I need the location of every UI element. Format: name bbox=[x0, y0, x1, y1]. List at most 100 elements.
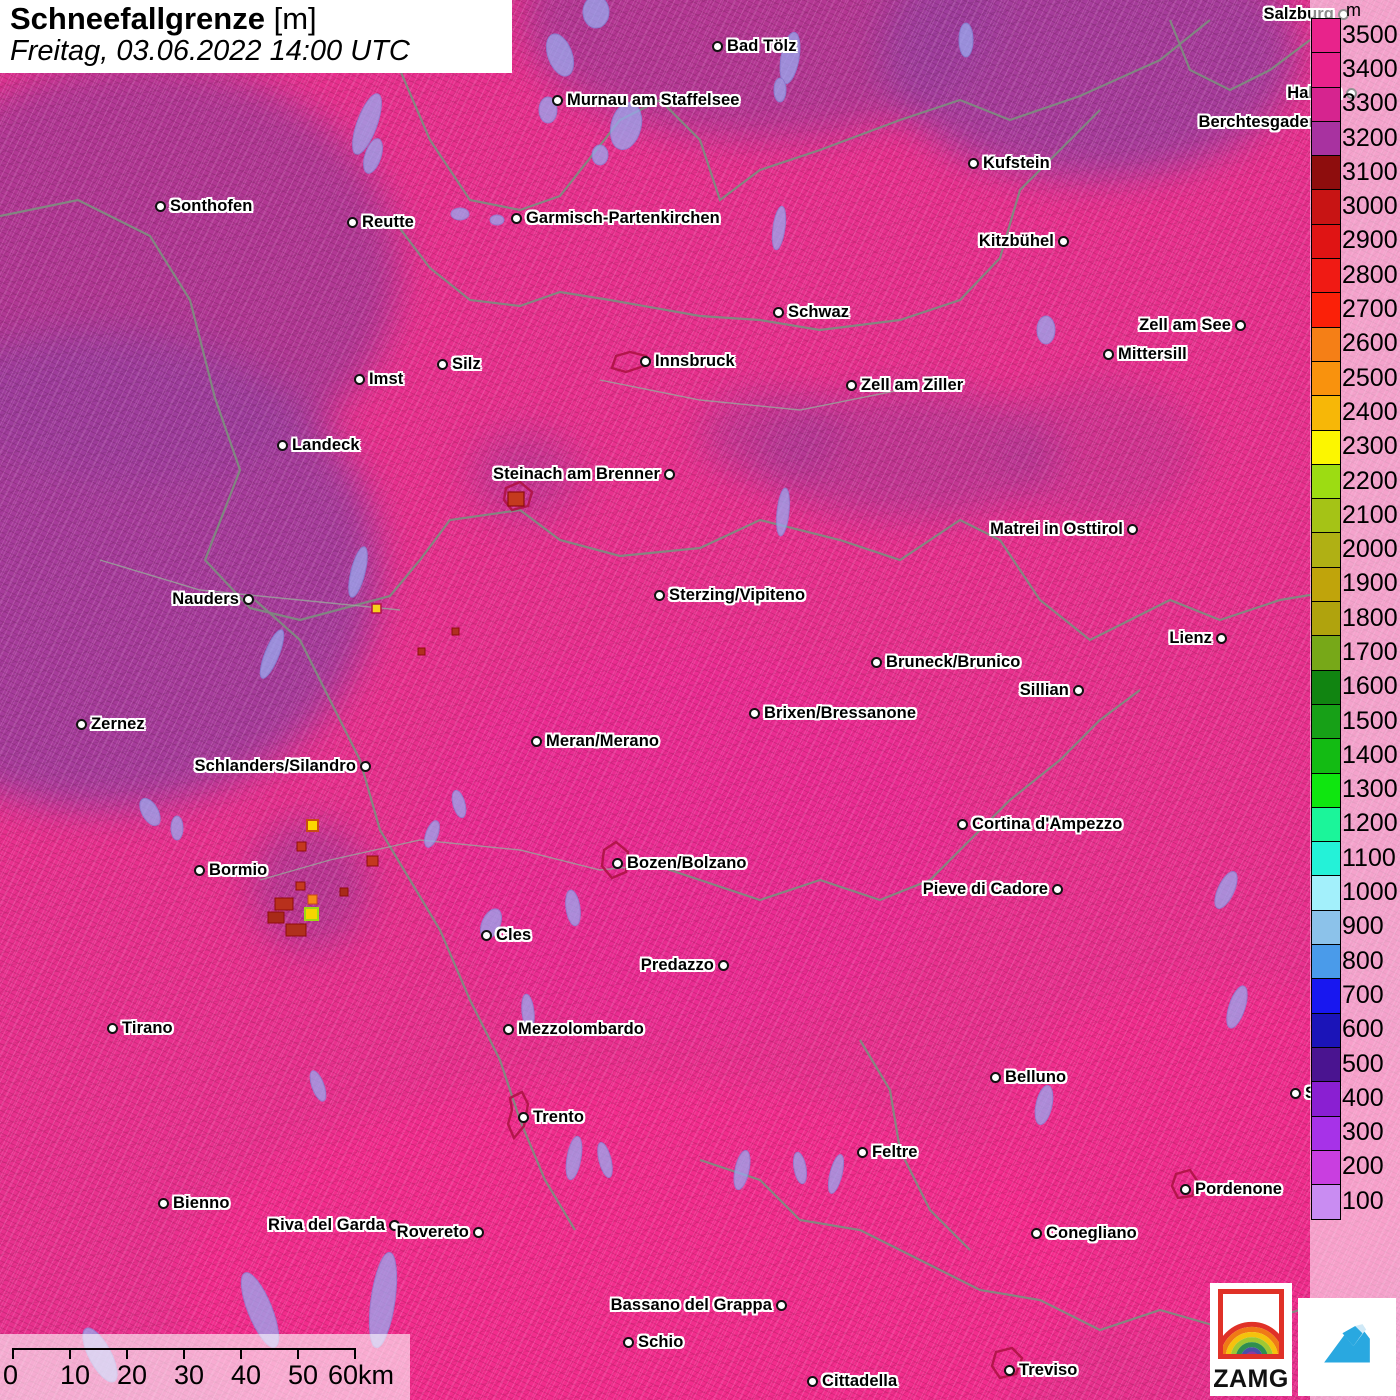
city-marker[interactable]: Innsbruck bbox=[640, 352, 735, 371]
city-label: Garmisch-Partenkirchen bbox=[526, 209, 720, 227]
city-marker[interactable]: Murnau am Staffelsee bbox=[552, 91, 740, 110]
city-dot-icon bbox=[1031, 1228, 1042, 1239]
city-marker[interactable]: Bormio bbox=[194, 861, 267, 880]
city-marker[interactable]: Silz bbox=[437, 355, 481, 374]
city-label: Pordenone bbox=[1195, 1180, 1283, 1198]
scalebar-tick bbox=[12, 1348, 14, 1359]
city-label: Rovereto bbox=[396, 1223, 469, 1241]
city-marker[interactable]: Reutte bbox=[347, 213, 414, 232]
city-marker[interactable]: Bozen/Bolzano bbox=[612, 854, 747, 873]
city-marker[interactable]: Zell am Ziller bbox=[846, 376, 963, 395]
city-marker[interactable]: Zernez bbox=[76, 715, 145, 734]
colorbar-tick-label: 700 bbox=[1342, 980, 1384, 1009]
city-dot-icon bbox=[107, 1023, 118, 1034]
colorbar-swatch bbox=[1312, 361, 1340, 397]
city-dot-icon bbox=[481, 930, 492, 941]
city-label: Feltre bbox=[872, 1143, 918, 1161]
value-region-hot-adige bbox=[420, 640, 960, 1040]
colorbar-swatch bbox=[1312, 876, 1340, 911]
city-marker[interactable]: Belluno bbox=[990, 1068, 1066, 1087]
colorbar-swatch bbox=[1312, 156, 1340, 191]
city-marker[interactable]: Riva del Garda bbox=[268, 1216, 400, 1235]
city-marker[interactable]: Cles bbox=[481, 926, 531, 945]
legend-panel: m 3500 3400 3300 3200 3100 3000 2900 2800 2700 26… bbox=[1310, 0, 1400, 1400]
colorbar-swatch bbox=[1312, 1013, 1340, 1048]
city-marker[interactable]: Treviso bbox=[1004, 1361, 1077, 1380]
city-marker[interactable]: Imst bbox=[354, 370, 403, 389]
colorbar-strip[interactable] bbox=[1311, 18, 1341, 1221]
city-marker[interactable]: Mezzolombardo bbox=[503, 1020, 644, 1039]
city-marker[interactable]: Pordenone bbox=[1180, 1180, 1282, 1199]
city-marker[interactable]: Zell am See bbox=[1139, 316, 1246, 335]
colorbar-tick-label: 1400 bbox=[1342, 740, 1398, 769]
city-dot-icon bbox=[243, 594, 254, 605]
city-label: Schio bbox=[638, 1333, 684, 1351]
city-marker[interactable]: Bassano del Grappa bbox=[611, 1296, 787, 1315]
city-marker[interactable]: Sonthofen bbox=[155, 197, 252, 216]
city-dot-icon bbox=[968, 158, 979, 169]
city-marker[interactable]: Matrei in Osttirol bbox=[990, 520, 1138, 539]
city-marker[interactable]: Cortina d'Ampezzo bbox=[957, 815, 1122, 834]
city-label: Bassano del Grappa bbox=[610, 1296, 772, 1314]
city-marker[interactable]: Sterzing/Vipiteno bbox=[654, 586, 805, 605]
city-marker[interactable]: Schlanders/Silandro bbox=[195, 757, 371, 776]
city-marker[interactable]: Sillian bbox=[1020, 681, 1084, 700]
city-marker[interactable]: Bienno bbox=[158, 1194, 230, 1213]
city-marker[interactable]: Conegliano bbox=[1031, 1224, 1137, 1243]
city-marker[interactable]: Kitzbühel bbox=[979, 232, 1069, 251]
colorbar-swatch bbox=[1312, 327, 1340, 362]
colorbar-tick-label: 3000 bbox=[1342, 192, 1398, 221]
city-marker[interactable]: Landeck bbox=[277, 436, 360, 455]
city-marker[interactable]: Steinach am Brenner bbox=[493, 465, 675, 484]
colorbar-swatch bbox=[1312, 1082, 1340, 1117]
colorbar-tick-label: 100 bbox=[1342, 1186, 1384, 1215]
colorbar-swatch bbox=[1312, 224, 1340, 260]
city-marker[interactable]: Schwaz bbox=[773, 303, 849, 322]
colorbar-tick-label: 3200 bbox=[1342, 123, 1398, 152]
city-marker[interactable]: Nauders bbox=[172, 590, 254, 609]
city-dot-icon bbox=[76, 719, 87, 730]
city-label: Tirano bbox=[122, 1019, 173, 1037]
city-marker[interactable]: Brixen/Bressanone bbox=[749, 704, 916, 723]
city-marker[interactable]: Garmisch-Partenkirchen bbox=[511, 209, 720, 228]
city-marker[interactable]: Rovereto bbox=[397, 1223, 484, 1242]
colorbar-swatch bbox=[1312, 670, 1340, 705]
scalebar-label: 40 bbox=[231, 1360, 262, 1390]
city-label: Sillian bbox=[1019, 681, 1069, 699]
city-label: Murnau am Staffelsee bbox=[567, 91, 740, 109]
city-marker[interactable]: Schio bbox=[623, 1333, 683, 1352]
scalebar-tick bbox=[240, 1348, 242, 1359]
colorbar-tick-label: 200 bbox=[1342, 1152, 1384, 1181]
city-marker[interactable]: Meran/Merano bbox=[531, 732, 659, 751]
colorbar-swatch bbox=[1312, 1150, 1340, 1186]
city-label: Reutte bbox=[362, 213, 414, 231]
city-dot-icon bbox=[360, 761, 371, 772]
zamg-logo[interactable]: ZAMG bbox=[1210, 1283, 1292, 1396]
zamg-rainbow-frame bbox=[1218, 1289, 1284, 1359]
city-label: Trento bbox=[533, 1108, 585, 1126]
city-marker[interactable]: Kufstein bbox=[968, 154, 1050, 173]
city-dot-icon bbox=[654, 590, 665, 601]
city-marker[interactable]: Tirano bbox=[107, 1019, 173, 1038]
city-marker[interactable]: Bruneck/Brunico bbox=[871, 653, 1020, 672]
geosphere-logo[interactable] bbox=[1298, 1298, 1396, 1396]
city-marker[interactable]: Predazzo bbox=[641, 956, 729, 975]
city-label: Bozen/Bolzano bbox=[627, 854, 747, 872]
value-region-purple-stubai bbox=[470, 430, 580, 520]
city-marker[interactable]: Feltre bbox=[857, 1143, 918, 1162]
colorbar-swatch bbox=[1312, 636, 1340, 671]
city-marker[interactable]: Bad Tölz bbox=[712, 37, 797, 56]
city-dot-icon bbox=[552, 95, 563, 106]
city-dot-icon bbox=[807, 1376, 818, 1387]
colorbar-tick-label: 2600 bbox=[1342, 329, 1398, 358]
city-marker[interactable]: Lienz bbox=[1169, 629, 1227, 648]
city-dot-icon bbox=[389, 1220, 400, 1231]
city-marker[interactable]: Cittadella bbox=[807, 1372, 897, 1391]
city-dot-icon bbox=[158, 1198, 169, 1209]
city-marker[interactable]: Mittersill bbox=[1103, 345, 1187, 364]
colorbar-swatch bbox=[1312, 533, 1340, 568]
city-label: Meran/Merano bbox=[546, 732, 660, 750]
city-marker[interactable]: Trento bbox=[518, 1108, 584, 1127]
city-marker[interactable]: Pieve di Cadore bbox=[923, 880, 1063, 899]
